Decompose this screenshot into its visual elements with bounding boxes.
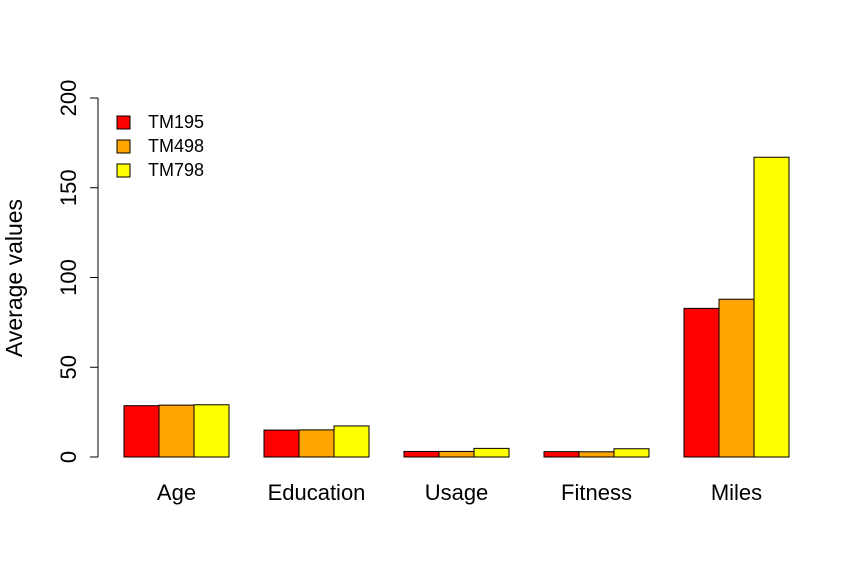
y-axis: 0 50 100 150 200 xyxy=(56,80,99,463)
y-tick-label: 50 xyxy=(56,355,81,379)
bar-age-tm798 xyxy=(193,404,230,458)
bar-fitness-tm798 xyxy=(613,448,650,458)
bar-fitness-tm498 xyxy=(578,451,615,458)
bar-education-tm798 xyxy=(333,425,370,458)
bar-usage-tm798 xyxy=(473,447,510,458)
bar-age-tm195 xyxy=(123,405,160,458)
y-axis-title: Average values xyxy=(1,199,27,357)
legend-swatch xyxy=(116,139,131,154)
bars-group xyxy=(123,156,790,458)
x-tick-label: Miles xyxy=(711,480,762,505)
legend: TM195 TM498 TM798 xyxy=(116,112,204,180)
bar-age-tm498 xyxy=(158,404,195,458)
bar-usage-tm195 xyxy=(403,450,440,458)
bar-miles-tm498 xyxy=(718,298,755,458)
bar-miles-tm195 xyxy=(683,307,720,458)
bar-fitness-tm195 xyxy=(543,451,580,458)
x-tick-label: Fitness xyxy=(561,480,632,505)
x-axis-labels: Age Education Usage Fitness Miles xyxy=(157,480,762,505)
bar-education-tm498 xyxy=(298,429,335,458)
x-tick-label: Usage xyxy=(425,480,489,505)
legend-swatch xyxy=(116,115,131,130)
y-tick-label: 200 xyxy=(56,80,81,117)
x-tick-label: Age xyxy=(157,480,196,505)
y-tick-label: 100 xyxy=(56,259,81,296)
legend-swatch xyxy=(116,163,131,178)
bar-miles-tm798 xyxy=(753,156,790,458)
bar-education-tm195 xyxy=(263,429,300,458)
y-tick-label: 150 xyxy=(56,169,81,206)
bar-usage-tm498 xyxy=(438,450,475,458)
legend-label: TM498 xyxy=(148,136,204,156)
x-tick-label: Education xyxy=(268,480,366,505)
legend-label: TM195 xyxy=(148,112,204,132)
legend-label: TM798 xyxy=(148,160,204,180)
y-tick-label: 0 xyxy=(56,451,81,463)
